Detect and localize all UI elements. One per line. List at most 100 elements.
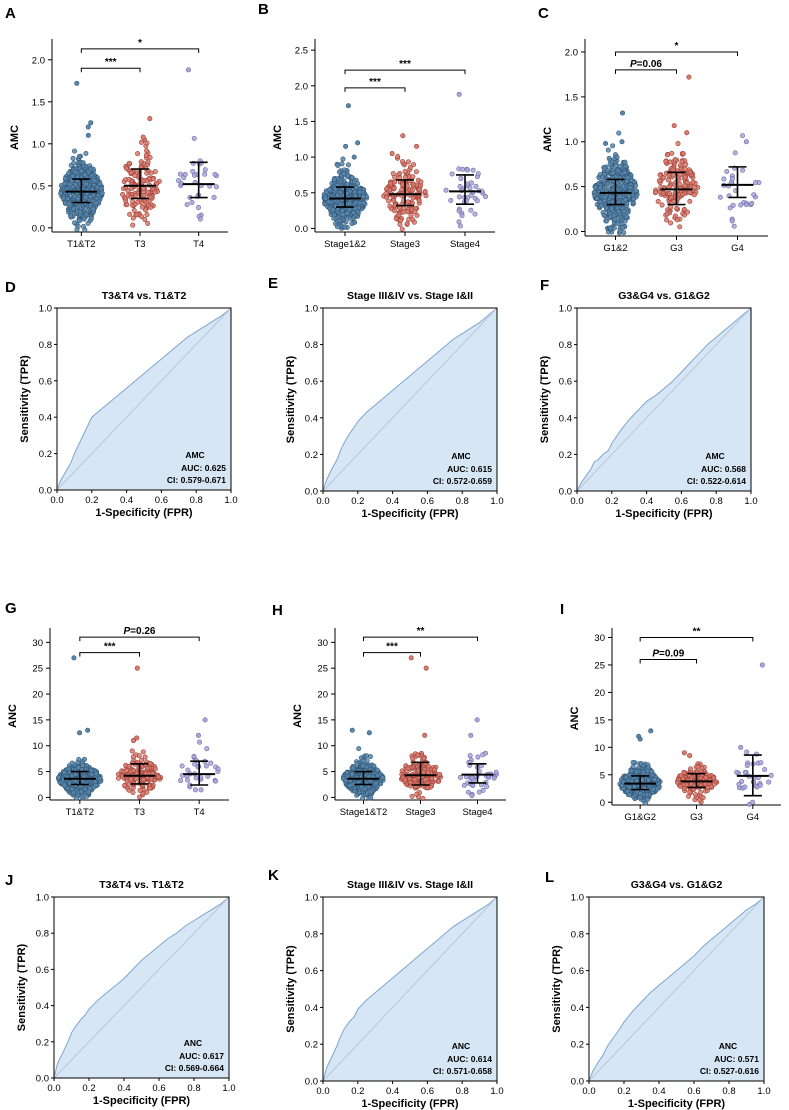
data-point xyxy=(484,784,490,790)
roc-auc: AUC: 0.571 xyxy=(714,1054,759,1064)
points-T3 xyxy=(115,665,164,800)
data-point xyxy=(457,183,463,189)
data-point xyxy=(665,177,671,183)
data-point xyxy=(126,160,132,166)
data-point xyxy=(608,214,614,220)
data-point xyxy=(601,171,607,177)
significance-label: * xyxy=(675,41,679,52)
data-point xyxy=(75,196,81,202)
data-point xyxy=(617,228,623,234)
data-point xyxy=(184,777,190,783)
outlier-point xyxy=(743,139,749,145)
roc-ci: CI: 0.522-0.614 xyxy=(687,476,746,486)
points-Stage3 xyxy=(381,133,429,232)
data-point xyxy=(626,193,632,199)
outlier-point xyxy=(759,662,765,668)
data-point xyxy=(148,776,154,782)
y-axis-label: Sensitivity (TPR) xyxy=(285,945,297,1033)
y-tick-label: 0.6 xyxy=(571,966,584,977)
data-point xyxy=(468,192,474,198)
data-point xyxy=(398,217,404,223)
data-point xyxy=(640,770,646,776)
data-point xyxy=(66,170,72,176)
data-point xyxy=(84,793,90,799)
data-point xyxy=(740,133,746,139)
points-Stage4 xyxy=(443,91,489,229)
x-tick-label: 1.0 xyxy=(490,1086,503,1097)
data-point xyxy=(615,221,621,227)
data-point xyxy=(192,787,198,793)
data-point xyxy=(653,189,659,195)
data-point xyxy=(682,174,688,180)
data-point xyxy=(407,164,413,170)
y-tick-label: 2.0 xyxy=(295,81,308,92)
y-tick-label: 5 xyxy=(38,767,43,778)
data-point xyxy=(749,200,755,206)
data-point xyxy=(592,189,598,195)
data-point xyxy=(150,176,156,182)
data-point xyxy=(399,768,405,774)
data-point xyxy=(703,774,709,780)
x-tick-label: 0.0 xyxy=(47,1083,60,1094)
data-point xyxy=(69,773,75,779)
y-axis-label: Sensitivity (TPR) xyxy=(551,945,563,1033)
outlier-point xyxy=(648,728,654,734)
data-point xyxy=(412,209,418,215)
data-point xyxy=(627,185,633,191)
data-point xyxy=(473,183,479,189)
data-point xyxy=(191,172,197,178)
data-point xyxy=(383,194,389,200)
y-axis-label: Sensitivity (TPR) xyxy=(16,943,28,1031)
data-point xyxy=(448,197,454,203)
x-tick-label: Stage3 xyxy=(390,239,420,250)
data-point xyxy=(655,199,661,205)
data-point xyxy=(354,761,360,767)
significance-bracket xyxy=(80,67,141,73)
data-point xyxy=(691,192,697,198)
panel-letter-b: B xyxy=(258,1,269,18)
outlier-point xyxy=(366,730,372,736)
x-tick-label: 0.2 xyxy=(85,495,98,506)
x-axis-label: 1-Specificity (FPR) xyxy=(628,1098,726,1110)
data-point xyxy=(340,156,346,162)
data-point xyxy=(334,192,340,198)
data-point xyxy=(213,778,219,784)
significance-bracket xyxy=(615,51,738,56)
data-point xyxy=(675,141,681,147)
x-tick-label: 0.6 xyxy=(675,496,688,507)
data-point xyxy=(77,209,83,215)
data-point xyxy=(668,204,674,210)
data-point xyxy=(331,212,337,218)
panel-letter-l: L xyxy=(545,869,554,886)
y-tick-label: 0.6 xyxy=(36,965,49,976)
roc-legend-name: ANC xyxy=(184,1038,202,1048)
x-axis-label: 1-Specificity (FPR) xyxy=(361,1098,459,1110)
y-tick-label: 2.0 xyxy=(565,47,578,58)
data-point xyxy=(203,763,209,769)
data-point xyxy=(656,178,662,184)
data-point xyxy=(628,768,634,774)
data-point xyxy=(93,782,99,788)
data-point xyxy=(322,201,328,207)
data-point xyxy=(475,171,481,177)
data-point xyxy=(90,206,96,212)
data-point xyxy=(392,208,398,214)
data-point xyxy=(457,774,463,780)
data-point xyxy=(347,216,353,222)
points-Stage4 xyxy=(457,717,499,799)
x-tick-label: Stage3 xyxy=(405,807,435,818)
data-point xyxy=(392,179,398,185)
data-point xyxy=(751,192,757,198)
data-point xyxy=(130,790,136,796)
data-point xyxy=(142,754,148,760)
data-point xyxy=(405,766,411,772)
significance-bracket xyxy=(615,69,677,74)
y-axis-label: Sensitivity (TPR) xyxy=(285,355,297,443)
data-point xyxy=(144,140,150,146)
data-point xyxy=(147,761,153,767)
data-point xyxy=(414,212,420,218)
data-point xyxy=(139,757,145,763)
data-point xyxy=(601,212,607,218)
data-point xyxy=(196,205,202,211)
